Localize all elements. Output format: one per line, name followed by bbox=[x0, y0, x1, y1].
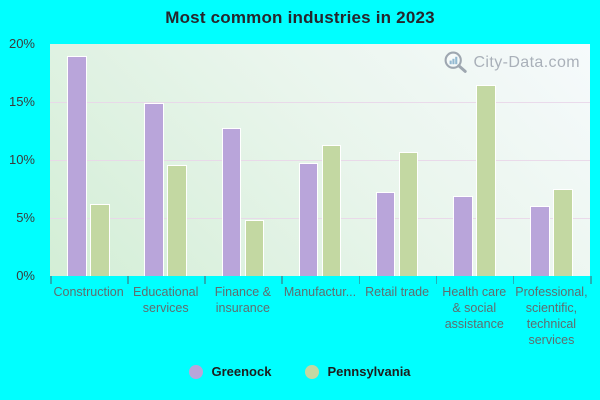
bar-pennsylvania-4 bbox=[398, 151, 419, 276]
bar-pennsylvania-2 bbox=[244, 220, 265, 276]
bar-greenock-1 bbox=[144, 103, 164, 276]
magnifier-chart-icon bbox=[444, 51, 468, 73]
y-tick-label: 15% bbox=[8, 94, 35, 109]
bar-greenock-4 bbox=[375, 192, 396, 276]
bar-greenock-3 bbox=[298, 163, 319, 276]
x-category-label: Professional, scientific, technical serv… bbox=[515, 285, 588, 347]
bar-greenock-5 bbox=[453, 195, 473, 276]
x-axis-tick bbox=[127, 276, 129, 284]
x-category-label: Manufactur... bbox=[283, 285, 357, 299]
bar-greenock-0 bbox=[67, 55, 87, 276]
watermark-link[interactable]: City-Data.com bbox=[443, 50, 580, 75]
bar-pennsylvania-3 bbox=[321, 144, 342, 276]
bar-greenock-6 bbox=[530, 206, 550, 276]
x-axis-tick bbox=[358, 276, 361, 284]
legend-item-greenock: Greenock bbox=[189, 364, 271, 379]
y-tick-label: 5% bbox=[16, 210, 35, 225]
gridline bbox=[50, 102, 590, 103]
legend-item-pennsylvania: Pennsylvania bbox=[305, 364, 411, 379]
bar-pennsylvania-1 bbox=[167, 164, 187, 276]
bar-pennsylvania-6 bbox=[553, 189, 573, 276]
x-axis-tick bbox=[590, 276, 592, 284]
legend: Greenock Pennsylvania bbox=[0, 364, 600, 379]
y-tick-label: 20% bbox=[8, 36, 35, 51]
x-axis-tick bbox=[435, 276, 438, 284]
watermark-text: City-Data.com bbox=[473, 53, 580, 71]
x-category-label: Finance & insurance bbox=[214, 285, 271, 315]
gridline bbox=[50, 160, 590, 161]
x-category-label: Construction bbox=[53, 285, 124, 299]
bar-greenock-2 bbox=[221, 127, 242, 276]
bar-pennsylvania-0 bbox=[90, 204, 110, 276]
x-category-label: Health care & social assistance bbox=[442, 285, 507, 331]
x-axis-tick bbox=[204, 276, 206, 284]
chart-title: Most common industries in 2023 bbox=[165, 8, 435, 27]
y-tick-label: 0% bbox=[16, 268, 35, 283]
legend-label-pennsylvania: Pennsylvania bbox=[327, 364, 411, 379]
bar-pennsylvania-5 bbox=[476, 84, 496, 276]
x-axis-tick bbox=[50, 276, 52, 284]
x-axis-tick bbox=[512, 276, 515, 284]
x-category-label: Retail trade bbox=[365, 285, 430, 299]
y-tick-label: 10% bbox=[8, 152, 35, 167]
legend-marker-pennsylvania bbox=[305, 364, 320, 379]
gridline bbox=[50, 218, 590, 219]
legend-marker-greenock bbox=[189, 364, 204, 379]
x-axis-tick bbox=[281, 276, 283, 284]
x-category-label: Educational services bbox=[133, 285, 199, 315]
plot-area: City-Data.com bbox=[50, 44, 590, 276]
legend-label-greenock: Greenock bbox=[211, 364, 272, 379]
